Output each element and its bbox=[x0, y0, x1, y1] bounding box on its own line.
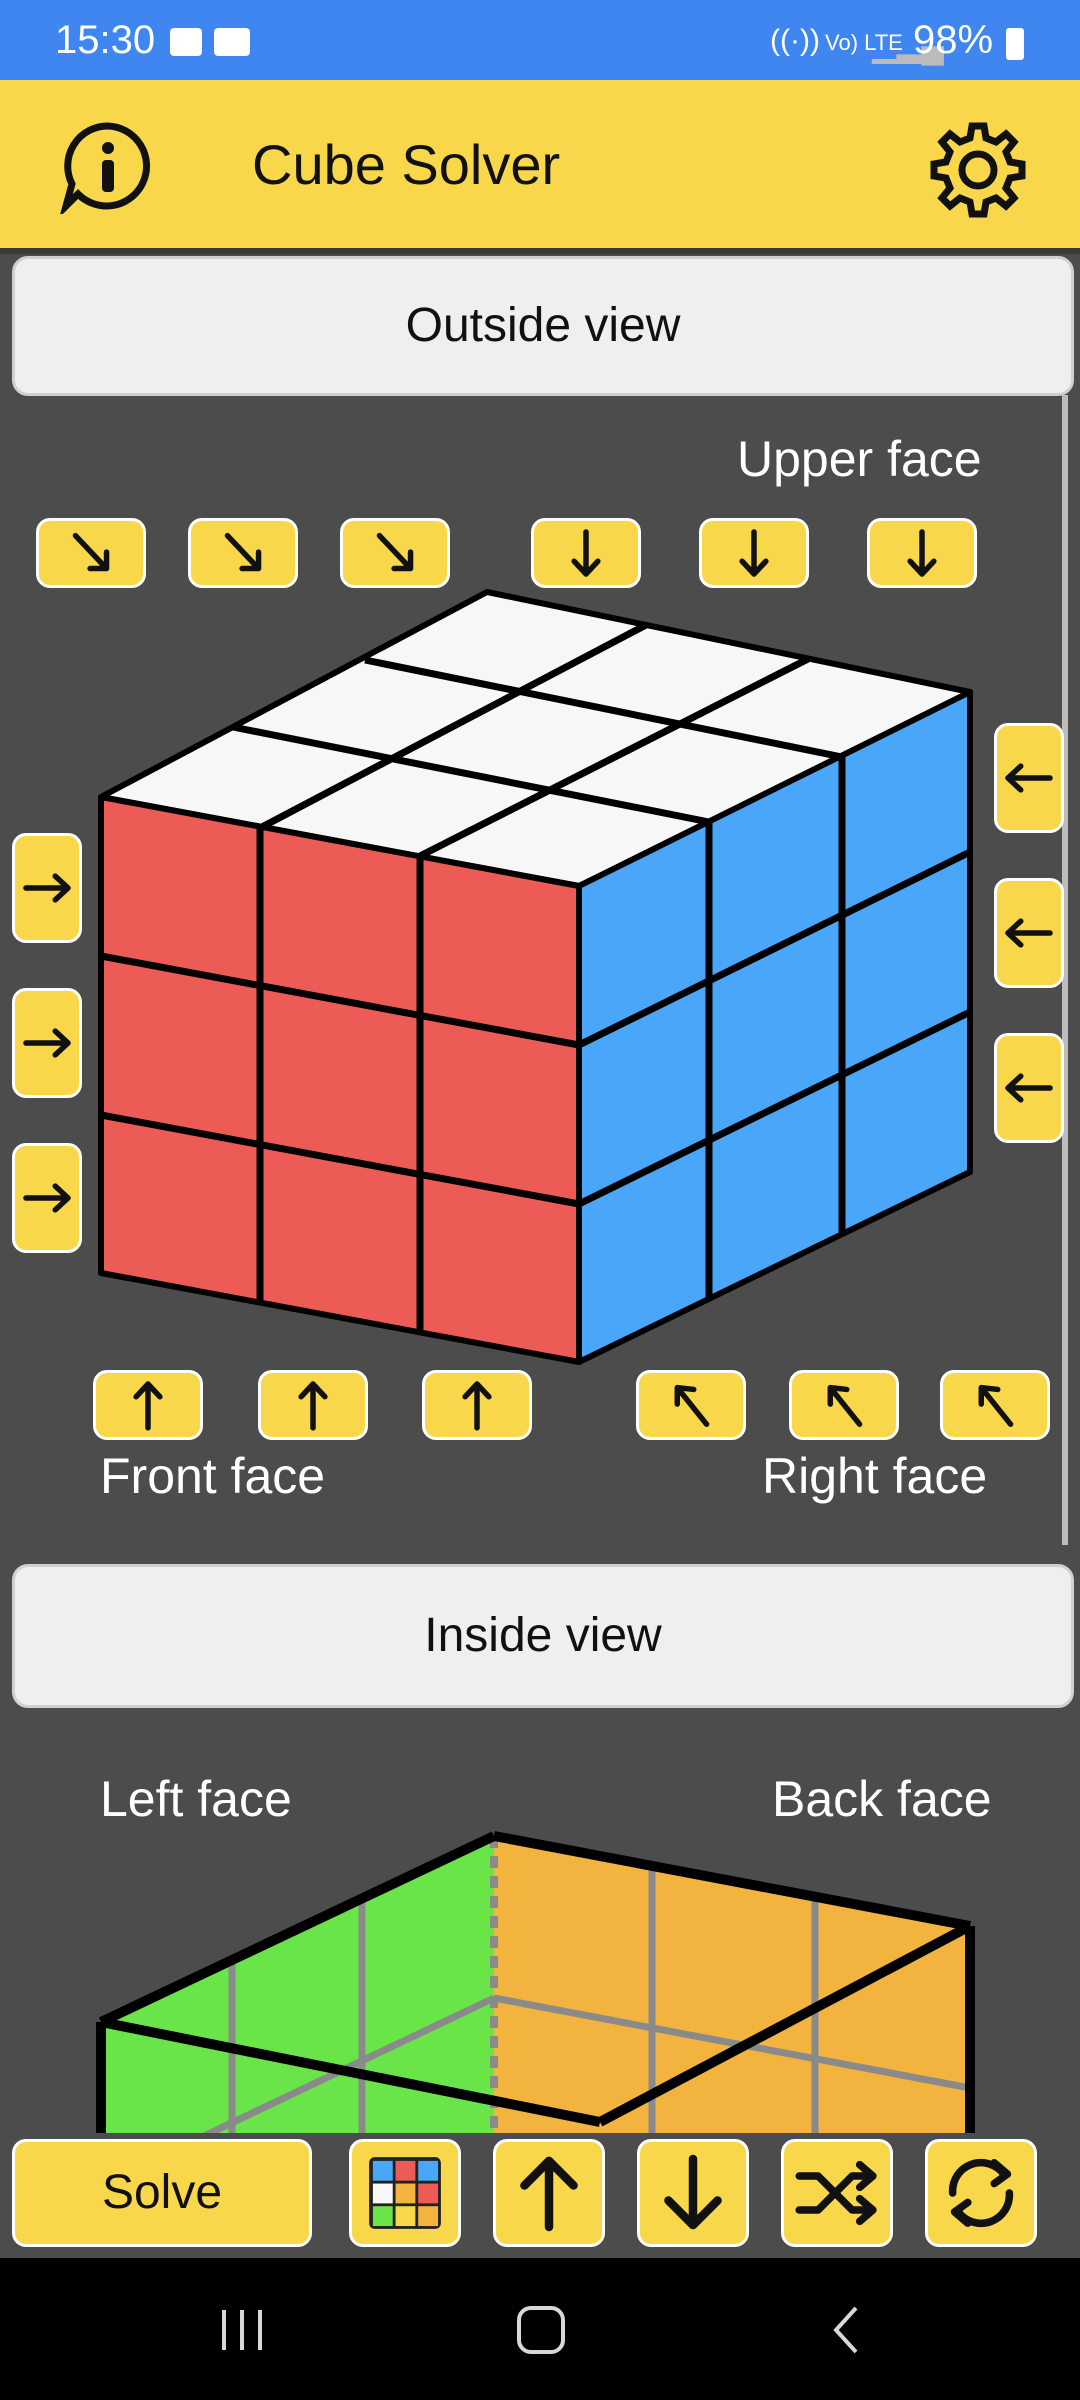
shuffle-button[interactable] bbox=[781, 2139, 893, 2247]
inside-cube[interactable] bbox=[0, 1800, 1080, 2140]
left-face-label: Left face bbox=[100, 1771, 292, 1827]
bottom-toolbar: Solve bbox=[0, 2133, 1080, 2253]
move-right-1[interactable] bbox=[12, 833, 82, 943]
color-grid-icon bbox=[369, 2157, 441, 2229]
move-right-2[interactable] bbox=[12, 988, 82, 1098]
info-icon[interactable] bbox=[58, 118, 158, 218]
arrow-down-icon bbox=[664, 2154, 722, 2230]
status-bar: 15:30 ((·)) Vo) LTE ▁▂▄ 98% bbox=[0, 0, 1080, 80]
shuffle-icon bbox=[795, 2160, 877, 2226]
color-grid-button[interactable] bbox=[349, 2139, 461, 2247]
reset-button[interactable] bbox=[925, 2139, 1037, 2247]
battery-percent: 98% bbox=[913, 18, 994, 62]
inside-view-button[interactable]: Inside view bbox=[12, 1564, 1074, 1708]
move-diag-3[interactable] bbox=[340, 518, 450, 588]
scrollbar[interactable] bbox=[1062, 395, 1068, 1545]
network-label: Vo) LTE bbox=[825, 30, 903, 55]
move-left-3[interactable] bbox=[994, 1033, 1064, 1143]
move-diag-2[interactable] bbox=[188, 518, 298, 588]
move-diag-up-2[interactable] bbox=[789, 1370, 899, 1440]
app-title: Cube Solver bbox=[252, 133, 561, 196]
move-left-1[interactable] bbox=[994, 723, 1064, 833]
outside-cube[interactable] bbox=[0, 0, 1080, 1400]
move-down-2[interactable] bbox=[699, 518, 809, 588]
front-face-label: Front face bbox=[100, 1448, 326, 1504]
move-diag-up-3[interactable] bbox=[940, 1370, 1050, 1440]
move-diag-up-1[interactable] bbox=[636, 1370, 746, 1440]
app-bar: Cube Solver bbox=[0, 80, 1080, 254]
move-left-2[interactable] bbox=[994, 878, 1064, 988]
outside-view-button[interactable]: Outside view bbox=[12, 256, 1074, 396]
up-arrow-button[interactable] bbox=[493, 2139, 605, 2247]
status-time: 15:30 bbox=[55, 18, 156, 62]
move-down-3[interactable] bbox=[867, 518, 977, 588]
solve-button[interactable]: Solve bbox=[12, 2139, 312, 2247]
image-icon bbox=[170, 28, 202, 56]
upper-face-label: Upper face bbox=[737, 431, 982, 487]
move-up-1[interactable] bbox=[93, 1370, 203, 1440]
arrow-up-icon bbox=[520, 2156, 578, 2232]
mail-icon bbox=[214, 28, 250, 56]
move-right-3[interactable] bbox=[12, 1143, 82, 1253]
wifi-icon: ((·)) bbox=[770, 24, 820, 57]
battery-icon bbox=[1006, 28, 1024, 60]
back-icon[interactable] bbox=[826, 2302, 866, 2358]
move-down-1[interactable] bbox=[531, 518, 641, 588]
back-face-label: Back face bbox=[772, 1771, 992, 1827]
move-up-2[interactable] bbox=[258, 1370, 368, 1440]
signal-icon: ▁▂▄ bbox=[872, 27, 944, 63]
home-icon[interactable] bbox=[515, 2302, 567, 2358]
system-nav-bar bbox=[0, 2258, 1080, 2400]
right-face-label: Right face bbox=[762, 1448, 988, 1504]
down-arrow-button[interactable] bbox=[637, 2139, 749, 2247]
recents-icon[interactable] bbox=[218, 2302, 266, 2358]
gear-icon[interactable] bbox=[928, 120, 1028, 220]
move-diag-1[interactable] bbox=[36, 518, 146, 588]
refresh-icon bbox=[948, 2158, 1014, 2228]
move-up-3[interactable] bbox=[422, 1370, 532, 1440]
